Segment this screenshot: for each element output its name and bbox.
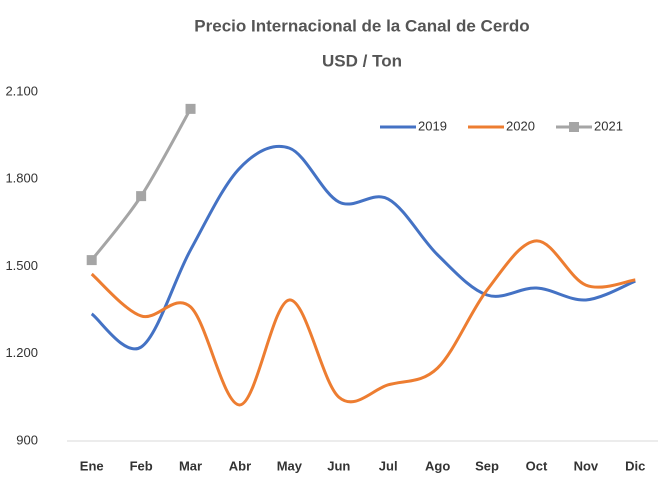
legend-label: 2019 [418,118,447,133]
marker [185,103,196,114]
x-tick-label: Oct [526,458,548,473]
x-tick-label: Jun [327,458,350,473]
x-tick-label: Ene [80,458,104,473]
x-tick-label: Jul [379,458,398,473]
marker [86,255,97,266]
y-tick-label: 1.200 [5,345,38,360]
legend-label: 2021 [594,118,623,133]
chart-subtitle: USD / Ton [322,51,402,70]
x-tick-label: Abr [229,458,251,473]
x-tick-label: Feb [130,458,153,473]
x-tick-label: Nov [574,458,599,473]
x-tick-label: Ago [425,458,450,473]
y-tick-label: 2.100 [5,83,38,98]
x-tick-label: Mar [179,458,202,473]
legend-label: 2020 [506,118,535,133]
y-tick-label: 900 [16,432,38,447]
legend-marker [569,122,579,132]
series-line [90,239,636,407]
y-tick-label: 1.800 [5,171,38,186]
chart-title: Precio Internacional de la Canal de Cerd… [194,16,529,35]
marker [136,191,147,202]
y-tick-label: 1.500 [5,258,38,273]
series-line [90,108,192,262]
x-tick-label: May [277,458,303,473]
x-tick-label: Sep [475,458,499,473]
series-line [90,144,636,351]
x-tick-label: Dic [625,458,645,473]
